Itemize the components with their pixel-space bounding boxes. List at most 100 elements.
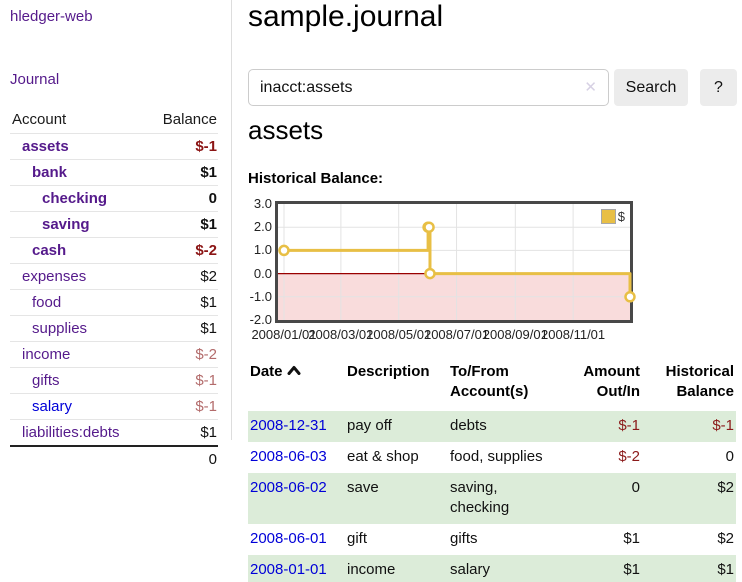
account-tree-table: Account Balance assets $-1 bank $1 checking 0… bbox=[10, 107, 218, 472]
search-input-wrap: ✕ bbox=[248, 69, 609, 106]
account-link-food[interactable]: food bbox=[32, 294, 62, 311]
account-link-bank[interactable]: bank bbox=[32, 164, 68, 181]
account-link-supplies[interactable]: supplies bbox=[32, 320, 88, 337]
account-row: assets $-1 bbox=[10, 133, 218, 160]
account-balance: $1 bbox=[146, 419, 218, 446]
x-axis-tick: 2008/09/01 bbox=[482, 327, 548, 342]
search-button[interactable]: Search bbox=[614, 69, 688, 106]
account-row: gifts $-1 bbox=[10, 367, 218, 394]
register-date-link[interactable]: 2008-12-31 bbox=[250, 417, 327, 434]
account-tree-header-row: Account Balance bbox=[10, 107, 218, 134]
y-axis-tick: 1.0 bbox=[253, 242, 272, 258]
y-axis-tick: 0.0 bbox=[253, 265, 272, 281]
account-balance: $-1 bbox=[146, 133, 218, 160]
register-date-link[interactable]: 2008-06-01 bbox=[250, 530, 327, 547]
register-header-accounts: To/From Account(s) bbox=[450, 363, 529, 400]
page-title: sample.journal bbox=[248, 0, 444, 33]
register-balance: $1 bbox=[717, 561, 734, 578]
main-content: sample.journal ✕ Search ? assets Histori… bbox=[248, 0, 737, 582]
register-description: pay off bbox=[347, 417, 392, 434]
account-heading: assets bbox=[248, 115, 324, 145]
account-balance: $-1 bbox=[146, 393, 218, 420]
account-link-gifts[interactable]: gifts bbox=[32, 372, 60, 389]
account-row: expenses $2 bbox=[10, 263, 218, 290]
register-balance: $-1 bbox=[712, 417, 734, 434]
sidebar-item-journal[interactable]: Journal bbox=[10, 71, 60, 88]
register-accounts: debts bbox=[450, 417, 487, 434]
register-balance: 0 bbox=[725, 448, 734, 465]
help-button[interactable]: ? bbox=[700, 69, 737, 106]
account-link-cash[interactable]: cash bbox=[32, 242, 67, 259]
account-tree-total: 0 bbox=[146, 445, 218, 472]
app-title-link[interactable]: hledger-web bbox=[10, 8, 93, 25]
register-balance: $2 bbox=[717, 479, 734, 496]
account-link-checking[interactable]: checking bbox=[42, 190, 108, 207]
sort-asc-icon bbox=[287, 366, 301, 375]
register-amount: $1 bbox=[623, 561, 640, 578]
register-header-balance: Historical Balance bbox=[665, 363, 734, 400]
account-tree-body: assets $-1 bank $1 checking 0 saving $1 cash $-2 e… bbox=[10, 133, 218, 446]
register-date-link[interactable]: 2008-01-01 bbox=[250, 561, 327, 578]
register-description: save bbox=[347, 479, 379, 496]
x-axis-tick: 2008/11/01 bbox=[541, 327, 606, 342]
account-balance: $1 bbox=[146, 315, 218, 342]
account-balance: $1 bbox=[146, 289, 218, 316]
register-accounts: saving, checking bbox=[450, 479, 510, 516]
balance-chart-svg bbox=[278, 204, 636, 320]
account-balance: $1 bbox=[146, 159, 218, 186]
register-description: income bbox=[347, 561, 396, 578]
account-row: food $1 bbox=[10, 289, 218, 316]
register-header-date: Date bbox=[248, 356, 345, 411]
x-axis-tick: 2008/01/01 bbox=[251, 327, 317, 342]
clear-search-icon[interactable]: ✕ bbox=[584, 79, 597, 96]
account-balance: 0 bbox=[146, 185, 218, 212]
x-axis-tick: 2008/03/01 bbox=[308, 327, 374, 342]
register-description: gift bbox=[347, 530, 368, 547]
register-row: 2008-06-02 save saving, checking 0 $2 bbox=[248, 473, 736, 524]
chart-plot-area: $ bbox=[275, 201, 636, 323]
register-table: Date Description To/From Account(s) Amount … bbox=[248, 356, 736, 582]
register-row: 2008-06-03 eat & shop food, supplies $-2 0 bbox=[248, 442, 736, 473]
chart-title: Historical Balance: bbox=[248, 170, 384, 187]
y-axis-tick: 2.0 bbox=[253, 219, 272, 235]
search-input[interactable] bbox=[248, 69, 609, 106]
account-link-saving[interactable]: saving bbox=[42, 216, 90, 233]
account-balance: $1 bbox=[146, 211, 218, 238]
balance-column-header: Balance bbox=[162, 111, 217, 128]
chart-legend: $ bbox=[600, 209, 625, 224]
account-link-salary[interactable]: salary bbox=[32, 398, 73, 415]
account-row: cash $-2 bbox=[10, 237, 218, 264]
register-row: 2008-06-01 gift gifts $1 $2 bbox=[248, 524, 736, 555]
register-date-link[interactable]: 2008-06-03 bbox=[250, 448, 327, 465]
historical-balance-chart: $ 3.0 2.0 1.0 0.0 -1.0 -2.0 2008/01/01 2008/03/… bbox=[248, 196, 736, 349]
account-column-header: Account bbox=[12, 111, 67, 128]
register-amount: $-2 bbox=[618, 448, 640, 465]
account-row: checking 0 bbox=[10, 185, 218, 212]
register-row: 2008-12-31 pay off debts $-1 $-1 bbox=[248, 411, 736, 442]
register-balance: $2 bbox=[717, 530, 734, 547]
register-body: 2008-12-31 pay off debts $-1 $-1 2008-06-03 ea… bbox=[248, 411, 736, 582]
account-balance: $2 bbox=[146, 263, 218, 290]
account-row: liabilities:debts $1 bbox=[10, 419, 218, 446]
register-header-amount: Amount Out/In bbox=[583, 363, 640, 400]
register-header-row: Date Description To/From Account(s) Amount … bbox=[248, 356, 736, 411]
register-amount: 0 bbox=[631, 479, 640, 496]
account-row: bank $1 bbox=[10, 159, 218, 186]
account-row: salary $-1 bbox=[10, 393, 218, 420]
register-date-link[interactable]: 2008-06-02 bbox=[250, 479, 327, 496]
account-tree-total-row: 0 bbox=[10, 445, 218, 472]
search-form: ✕ Search ? bbox=[248, 69, 737, 107]
register-amount: $1 bbox=[623, 530, 640, 547]
account-link-income[interactable]: income bbox=[22, 346, 71, 363]
total-spacer bbox=[10, 445, 147, 472]
y-axis-tick: 3.0 bbox=[253, 196, 272, 211]
account-balance: $-2 bbox=[146, 237, 218, 264]
register-row: 2008-01-01 income salary $1 $1 bbox=[248, 555, 736, 582]
account-link-expenses[interactable]: expenses bbox=[22, 268, 87, 285]
account-row: income $-2 bbox=[10, 341, 218, 368]
account-row: supplies $1 bbox=[10, 315, 218, 342]
account-link-liabilities-debts[interactable]: liabilities:debts bbox=[22, 424, 120, 441]
account-link-assets[interactable]: assets bbox=[22, 138, 69, 155]
legend-label: $ bbox=[617, 209, 625, 224]
